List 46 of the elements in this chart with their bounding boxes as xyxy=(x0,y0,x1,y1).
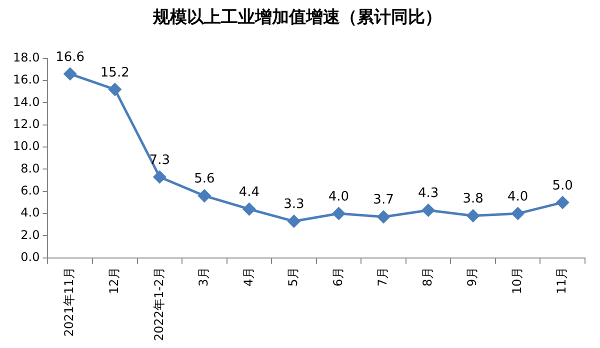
point xyxy=(556,196,569,209)
y-tick-label: 6.0 xyxy=(20,184,40,198)
x-tick-label: 7月 xyxy=(376,266,390,286)
y-tick-label: 10.0 xyxy=(13,139,40,154)
point xyxy=(288,215,300,228)
data-label: 4.4 xyxy=(238,184,260,200)
data-label: 4.0 xyxy=(328,189,350,204)
point xyxy=(512,207,524,220)
x-tick-label: 12月 xyxy=(107,266,122,294)
point xyxy=(153,170,166,184)
y-tick-label: 4.0 xyxy=(20,206,40,220)
x-tick-label: 11月 xyxy=(554,266,569,294)
data-label: 3.8 xyxy=(462,192,484,207)
data-label: 5.6 xyxy=(194,172,215,187)
data-label: 3.7 xyxy=(373,192,394,208)
point xyxy=(242,202,256,216)
point xyxy=(198,190,211,202)
y-tick-label: 16.0 xyxy=(13,72,40,87)
y-tick-label: 8.0 xyxy=(20,161,40,176)
x-tick-label: 6月 xyxy=(330,266,345,286)
point xyxy=(108,83,122,96)
x-tick-label: 9月 xyxy=(465,266,480,286)
x-tick-label: 4月 xyxy=(241,266,256,286)
y-tick-label: 2.0 xyxy=(20,228,40,242)
point xyxy=(422,204,435,216)
x-tick-label: 8月 xyxy=(420,266,434,286)
data-label: 5.0 xyxy=(552,178,573,194)
y-tick-label: 18.0 xyxy=(13,50,40,65)
y-tick-label: 12.0 xyxy=(13,117,40,132)
x-tick-label: 10月 xyxy=(510,266,524,294)
x-tick-label: 2021年11月 xyxy=(62,266,76,337)
x-tick-label: 5月 xyxy=(286,266,300,286)
data-label: 4.0 xyxy=(507,189,528,204)
y-tick-label: 0.0 xyxy=(20,250,40,264)
data-label: 3.3 xyxy=(284,197,304,212)
y-tick-label: 14.0 xyxy=(13,94,40,109)
point xyxy=(466,210,480,222)
chart-title: 规模以上工业增加值增速（累计同比） xyxy=(152,8,442,28)
x-tick-label: 3月 xyxy=(196,266,211,286)
data-label: 16.6 xyxy=(56,50,85,65)
point xyxy=(332,207,345,220)
data-label: 4.3 xyxy=(418,186,439,202)
data-label: 15.2 xyxy=(100,65,130,80)
point xyxy=(64,68,76,80)
x-tick-label: 2022年1-2月 xyxy=(152,266,166,341)
point xyxy=(377,210,390,224)
